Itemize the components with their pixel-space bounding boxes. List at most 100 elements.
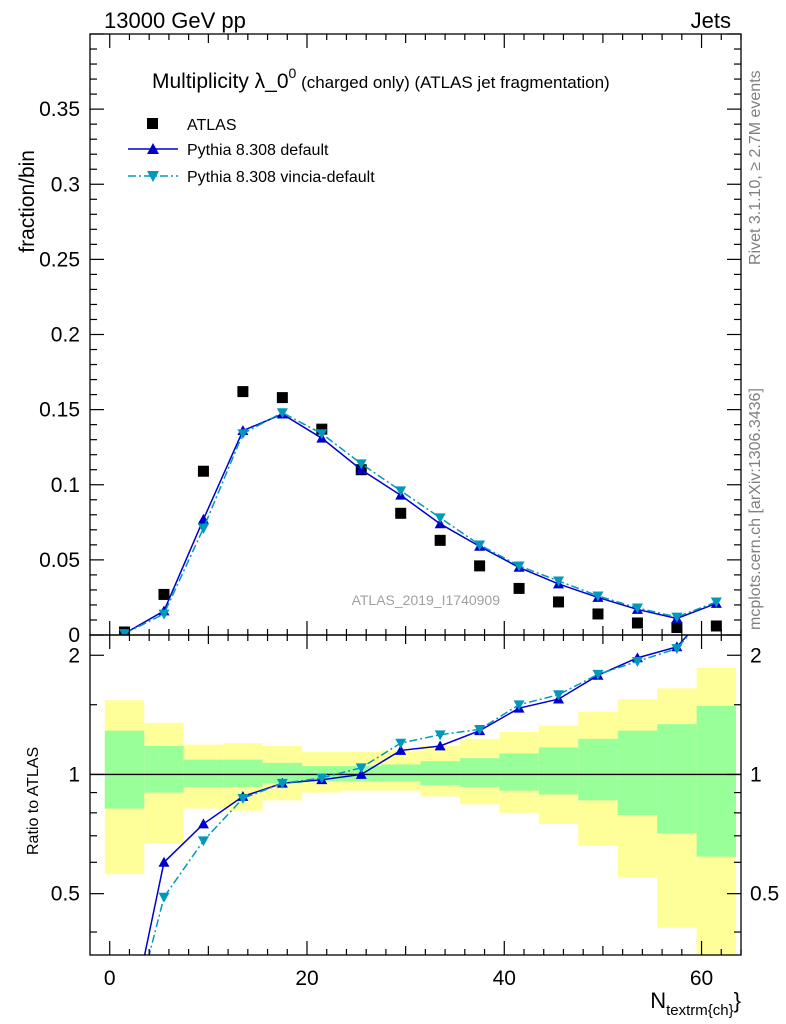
y-tick-label-ratio-left: 2 xyxy=(68,644,80,667)
ratio-band-green xyxy=(104,730,145,809)
data-point-atlas xyxy=(710,620,722,632)
ratio-point xyxy=(553,690,565,701)
data-point xyxy=(197,523,209,534)
y-tick-label-main: 0.25 xyxy=(39,248,80,271)
ratio-plot-frame xyxy=(89,634,742,956)
data-point xyxy=(395,486,407,497)
ratio-band-green xyxy=(380,764,421,782)
ratio-point xyxy=(395,738,407,749)
y-tick-label-ratio-left: 1 xyxy=(68,763,80,786)
data-point xyxy=(119,629,131,635)
data-point-atlas xyxy=(316,423,328,435)
ratio-point xyxy=(474,724,486,735)
ratio-point xyxy=(197,818,209,829)
data-point-atlas xyxy=(513,582,525,594)
axis-ticks xyxy=(90,33,742,955)
ratio-line-vincia xyxy=(148,635,690,955)
ratio-series-group xyxy=(143,635,690,955)
ratio-band-green xyxy=(420,761,460,786)
ratio-point xyxy=(158,856,170,867)
ratio-band-green xyxy=(499,753,539,791)
ratio-point xyxy=(316,773,328,784)
x-axis-label-brace: } xyxy=(734,988,741,1013)
x-axis-label-main: N xyxy=(650,988,666,1013)
y-axis-label-ratio: Ratio to ATLAS xyxy=(25,747,42,855)
x-tick-label: 20 xyxy=(295,967,318,990)
legend-marker-default xyxy=(147,143,159,154)
data-point xyxy=(553,576,565,587)
data-point-atlas xyxy=(395,507,407,519)
data-point xyxy=(631,603,643,614)
energy-label: 13000 GeV pp xyxy=(104,8,246,33)
legend-label-vincia: Pythia 8.308 vincia-default xyxy=(187,169,375,186)
legend-marker-atlas xyxy=(147,118,158,129)
main-series-group xyxy=(119,386,722,635)
y-tick-label-ratio-right: 1 xyxy=(750,763,762,786)
ratio-point xyxy=(434,740,446,751)
ratio-band-green xyxy=(459,758,500,787)
ratio-point xyxy=(671,644,683,655)
data-point xyxy=(592,591,604,602)
ratio-point xyxy=(513,700,525,711)
ratio-point xyxy=(355,763,367,774)
x-axis-label: Ntextrm{ch}} xyxy=(650,988,741,1019)
plot-title: Multiplicity λ_00 (charged only) (ATLAS … xyxy=(152,65,610,93)
process-label: Jets xyxy=(691,8,731,33)
ratio-point xyxy=(237,794,249,804)
y-tick-label-main: 0.2 xyxy=(51,324,80,347)
data-point-atlas xyxy=(553,596,565,608)
ratio-band-green xyxy=(617,730,658,815)
legend-marker-vincia xyxy=(147,171,159,182)
ratio-point xyxy=(276,778,288,789)
data-point xyxy=(355,459,367,470)
data-point xyxy=(158,609,170,620)
y-axis-label-main: fraction/bin xyxy=(16,150,39,253)
ratio-point xyxy=(592,669,604,680)
ratio-point xyxy=(197,836,209,847)
data-point xyxy=(276,408,288,419)
ratio-point xyxy=(158,892,170,903)
data-point xyxy=(671,612,683,623)
data-point-atlas xyxy=(474,560,486,572)
x-tick-label: 60 xyxy=(690,967,713,990)
rivet-label: Rivet 3.1.10, ≥ 2.7M events xyxy=(747,70,764,265)
ratio-point xyxy=(355,768,367,779)
ratio-point xyxy=(631,656,643,667)
x-tick-label: 40 xyxy=(493,967,516,990)
axis-tick-labels: 0 20 40 60 0 0.05 0.1 0.15 0.2 0.25 0.3 0.35 0.5 0.5 1… xyxy=(39,98,779,990)
data-point xyxy=(474,540,486,551)
analysis-label: ATLAS_2019_I1740909 xyxy=(352,592,501,608)
plot-title-main: Multiplicity λ_0 xyxy=(152,70,289,93)
x-axis-label-sub: textrm{ch} xyxy=(666,1002,734,1019)
y-tick-label-main: 0.15 xyxy=(39,399,80,422)
data-point xyxy=(316,429,328,440)
data-point-atlas xyxy=(158,588,170,600)
data-point xyxy=(434,513,446,524)
x-tick-label: 0 xyxy=(104,967,116,990)
plot-title-rest: (charged only) (ATLAS jet fragmentation) xyxy=(296,73,609,92)
y-tick-label-ratio-right: 0.5 xyxy=(750,883,779,906)
data-point-atlas xyxy=(671,621,683,633)
data-point-atlas xyxy=(276,392,288,404)
ratio-band-green xyxy=(657,724,697,834)
series-line-vincia xyxy=(124,411,717,635)
y-tick-label-main: 0.05 xyxy=(39,549,80,572)
y-tick-label-main: 0.1 xyxy=(51,474,80,497)
ratio-band-green xyxy=(223,759,263,787)
ratio-line-default xyxy=(143,635,689,955)
data-point-atlas xyxy=(631,617,643,629)
ratio-band-green xyxy=(262,762,303,784)
ratio-band-green xyxy=(538,747,579,795)
y-tick-label-main: 0 xyxy=(68,624,80,647)
ratio-point xyxy=(434,730,446,741)
data-point-atlas xyxy=(592,608,604,620)
series-line-default xyxy=(124,413,717,635)
y-tick-label-main: 0.3 xyxy=(51,173,80,196)
ratio-band-green xyxy=(183,759,224,787)
data-point xyxy=(513,561,525,572)
data-point-atlas xyxy=(237,386,249,398)
plot-title-superscript: 0 xyxy=(289,65,297,81)
mcplots-label: mcplots.cern.ch [arXiv:1306.3436] xyxy=(747,388,764,630)
legend-label-atlas: ATLAS xyxy=(187,117,237,134)
